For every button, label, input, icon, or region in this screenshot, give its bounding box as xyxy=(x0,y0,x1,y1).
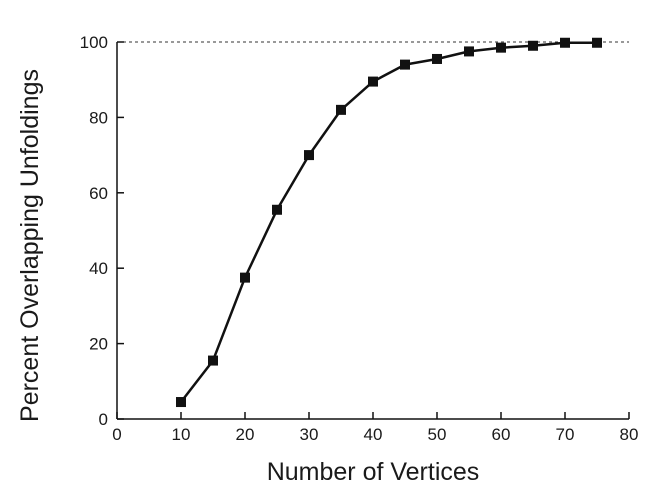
data-point-marker xyxy=(464,46,474,57)
series-line xyxy=(180,41,597,403)
data-point-marker xyxy=(592,37,602,48)
x-tick-label: 70 xyxy=(556,425,575,444)
data-point-marker xyxy=(560,37,570,48)
data-point-marker xyxy=(240,272,250,283)
data-point-marker xyxy=(208,355,218,366)
data-point-marker xyxy=(304,150,314,161)
x-axis-label: Number of Vertices xyxy=(267,458,480,486)
data-point-marker xyxy=(368,76,378,87)
x-ticks: 0 10 20 30 40 50 60 70 80 xyxy=(112,412,638,444)
data-point-marker xyxy=(496,42,506,53)
data-point-marker xyxy=(272,204,282,215)
y-tick-label: 0 xyxy=(99,410,108,429)
y-tick-label: 80 xyxy=(89,108,108,127)
data-point-marker xyxy=(432,53,442,64)
x-tick-label: 30 xyxy=(300,425,319,444)
data-point-marker xyxy=(176,397,186,408)
y-tick-label: 60 xyxy=(89,184,108,203)
x-tick-label: 50 xyxy=(428,425,447,444)
data-point-marker xyxy=(528,40,538,51)
y-ticks: 0 20 40 60 80 100 xyxy=(80,33,124,429)
x-tick-label: 60 xyxy=(492,425,511,444)
x-tick-label: 20 xyxy=(236,425,255,444)
series-markers xyxy=(176,37,602,408)
x-tick-label: 80 xyxy=(620,425,639,444)
x-tick-label: 0 xyxy=(112,425,121,444)
data-point-marker xyxy=(400,59,410,70)
x-tick-label: 40 xyxy=(364,425,383,444)
y-axis-label: Percent Overlapping Unfoldings xyxy=(16,69,44,422)
x-tick-label: 10 xyxy=(172,425,191,444)
data-point-marker xyxy=(336,104,346,115)
y-tick-label: 20 xyxy=(89,335,108,354)
y-tick-label: 40 xyxy=(89,259,108,278)
y-tick-label: 100 xyxy=(80,33,108,52)
